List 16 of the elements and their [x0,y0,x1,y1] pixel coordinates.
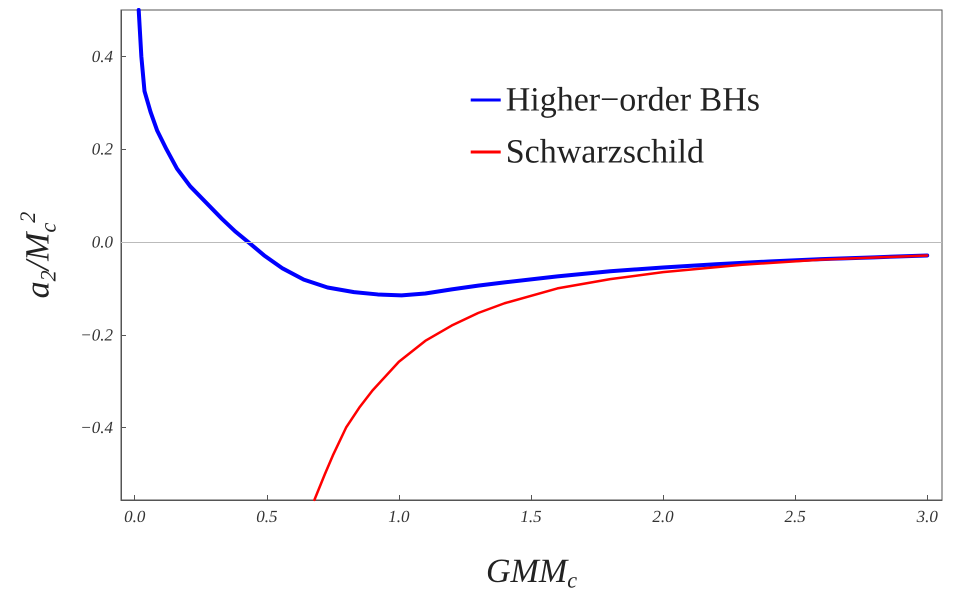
y-tick-label: 0.2 [92,140,114,159]
y-tick-label: −0.4 [80,418,114,438]
y-axis-title: a2/Mc2 [15,212,60,298]
x-tick-label: 3.0 [916,507,938,526]
x-tick-label: 0.0 [124,507,146,526]
y-tick-label: 0.0 [92,232,114,252]
x-tick-label: 0.5 [256,507,278,526]
x-tick-label: 1.5 [520,507,542,526]
legend-label: Higher−order BHs [506,82,760,118]
y-tick-label: 0.4 [92,46,114,66]
x-tick-label: 1.0 [388,507,410,526]
x-tick-label: 2.0 [652,507,674,526]
x-tick-label: 2.5 [784,507,806,526]
y-tick-label: −0.2 [80,325,114,344]
line-series [313,254,928,502]
legend-label: Schwarzschild [506,134,704,170]
